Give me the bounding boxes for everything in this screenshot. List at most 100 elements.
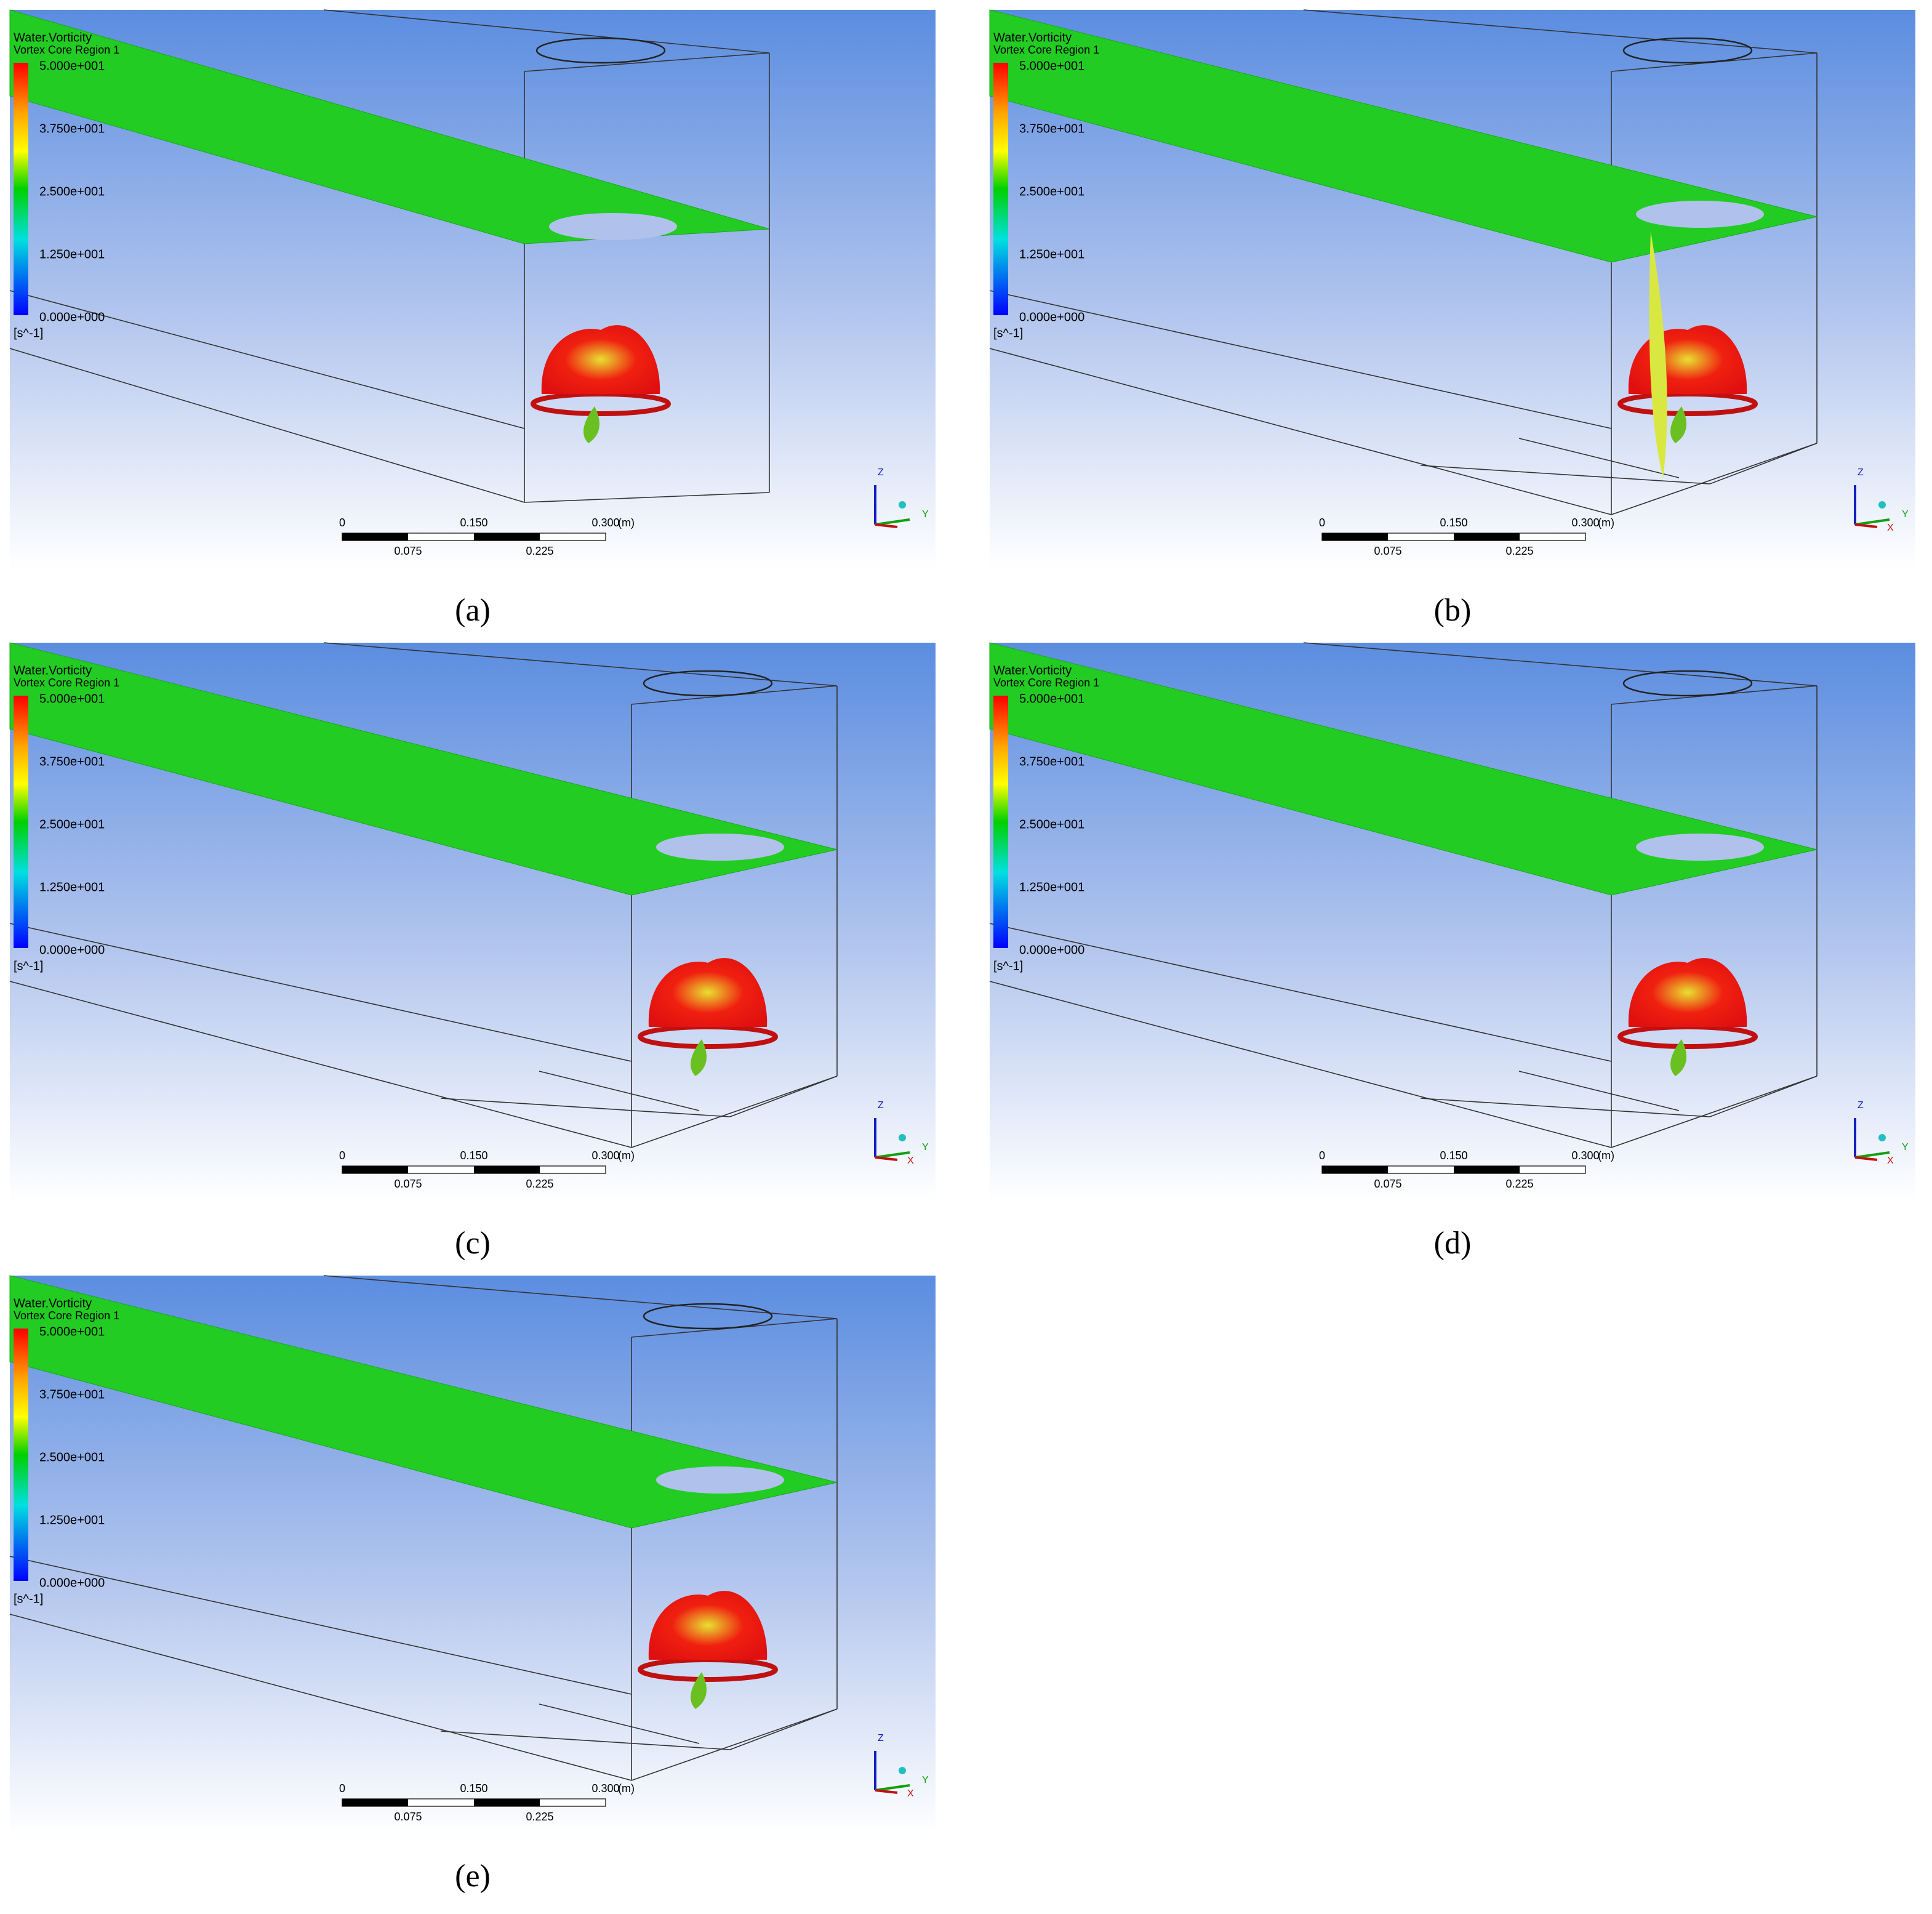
color-bar-label: 5.000e+001 [39, 59, 105, 73]
legend-subtitle: Vortex Core Region 1 [993, 677, 1099, 689]
wireframe-edge [9, 348, 525, 503]
outlet-ring [1622, 670, 1753, 697]
color-bar-label: 3.750e+001 [39, 1388, 105, 1401]
axis-x [875, 523, 898, 528]
panel-caption: (b) [1434, 593, 1472, 628]
scale-unit: (m) [618, 1782, 635, 1795]
scale-label: 0.225 [526, 1811, 553, 1823]
scale-label: 0.225 [526, 1178, 553, 1190]
scale-label: 0.225 [526, 545, 553, 557]
wireframe-edge [1420, 465, 1710, 485]
water-surface [9, 9, 770, 244]
scale-label: 0 [1319, 1149, 1325, 1162]
panel-caption: (e) [455, 1859, 491, 1894]
color-bar-label: 3.750e+001 [39, 122, 105, 135]
vortex-tail [583, 406, 599, 443]
vortex-tail [1670, 1039, 1686, 1076]
color-bar-label: 2.500e+001 [39, 818, 105, 831]
color-bar-label: 5.000e+001 [1019, 59, 1084, 73]
color-bar-label: 1.250e+001 [1019, 247, 1084, 261]
wireframe-edge [323, 642, 838, 686]
scale-bar-segment [1454, 533, 1520, 541]
color-bar [14, 696, 28, 948]
vortex-core [648, 1591, 768, 1660]
color-bar-label: 3.750e+001 [1019, 122, 1084, 135]
scale-unit: (m) [1598, 1149, 1614, 1162]
color-bar-unit: [s^-1] [993, 326, 1023, 340]
color-bar-label: 3.750e+001 [39, 755, 105, 768]
scale-label: 0 [339, 517, 345, 529]
axis-x [875, 1789, 898, 1794]
axis-y [1854, 518, 1890, 526]
axis-y [875, 518, 910, 526]
color-bar-label: 3.750e+001 [1019, 755, 1084, 768]
scale-bar-segment [1322, 1166, 1388, 1173]
color-bar-unit: [s^-1] [14, 1592, 43, 1606]
scale-bar-segment [474, 1166, 540, 1173]
surface-hole [1636, 834, 1764, 861]
surface-hole [1636, 201, 1764, 228]
color-bar-label: 1.250e+001 [39, 880, 105, 894]
water-surface [9, 642, 838, 896]
wireframe-edge [989, 981, 1612, 1148]
axis-label: Y [1902, 509, 1909, 520]
scale-label: 0.300 [591, 1782, 619, 1795]
scale-bar-segment [342, 533, 408, 541]
axis-label: X [1887, 1156, 1894, 1166]
vortex-core [541, 325, 660, 394]
axis-view [1878, 501, 1886, 509]
scale-label: 0.300 [1571, 1149, 1599, 1162]
vortex-core [648, 958, 768, 1027]
wireframe-edge [9, 290, 525, 429]
surface-hole [549, 213, 677, 240]
surface-hole [656, 834, 784, 861]
color-bar-label: 2.500e+001 [1019, 818, 1084, 831]
wireframe-edge [1709, 1076, 1818, 1117]
axis-view [899, 1767, 906, 1774]
scale-bar-segment [1322, 533, 1388, 541]
wireframe-edge [323, 9, 770, 54]
axis-label: Y [1902, 1142, 1909, 1152]
color-bar-label: 5.000e+001 [39, 1325, 105, 1338]
axis-label: Z [878, 1100, 884, 1111]
color-bar-label: 2.500e+001 [1019, 185, 1084, 198]
axis-label: Y [922, 509, 929, 520]
scale-label: 0.075 [1374, 545, 1401, 557]
color-bar-label: 1.250e+001 [39, 247, 105, 261]
scale-label: 0.075 [394, 1178, 422, 1190]
vortex-core [1628, 958, 1747, 1027]
axis-label: Z [1858, 467, 1864, 478]
wireframe-edge [1709, 443, 1818, 485]
panel-caption: (a) [455, 593, 491, 628]
color-bar-label: 1.250e+001 [39, 1513, 105, 1527]
scale-label: 0.150 [460, 1149, 487, 1162]
scale-bar-segment [1454, 1166, 1520, 1173]
color-bar-label: 1.250e+001 [1019, 880, 1084, 894]
wireframe-edge [1518, 1071, 1680, 1111]
surface-hole [656, 1466, 784, 1494]
color-bar [993, 63, 1008, 315]
axis-view [899, 1134, 906, 1141]
vortex-tail [1670, 406, 1686, 443]
water-surface [989, 642, 1818, 896]
axis-x [1854, 1156, 1878, 1161]
axis-x [1854, 523, 1878, 528]
axis-y [875, 1784, 910, 1791]
wireframe-edge [1303, 642, 1818, 686]
color-bar [14, 63, 28, 315]
legend-title: Water.Vorticity [993, 664, 1072, 677]
scale-label: 0.300 [591, 1149, 619, 1162]
water-surface [989, 9, 1818, 263]
wireframe-edge [989, 923, 1612, 1062]
scale-label: 0.150 [1440, 1149, 1467, 1162]
axis-y [1854, 1151, 1890, 1159]
legend-subtitle: Vortex Core Region 1 [993, 44, 1099, 56]
outlet-ring [535, 37, 666, 64]
axis-label: X [907, 1788, 914, 1799]
legend-subtitle: Vortex Core Region 1 [14, 44, 119, 56]
